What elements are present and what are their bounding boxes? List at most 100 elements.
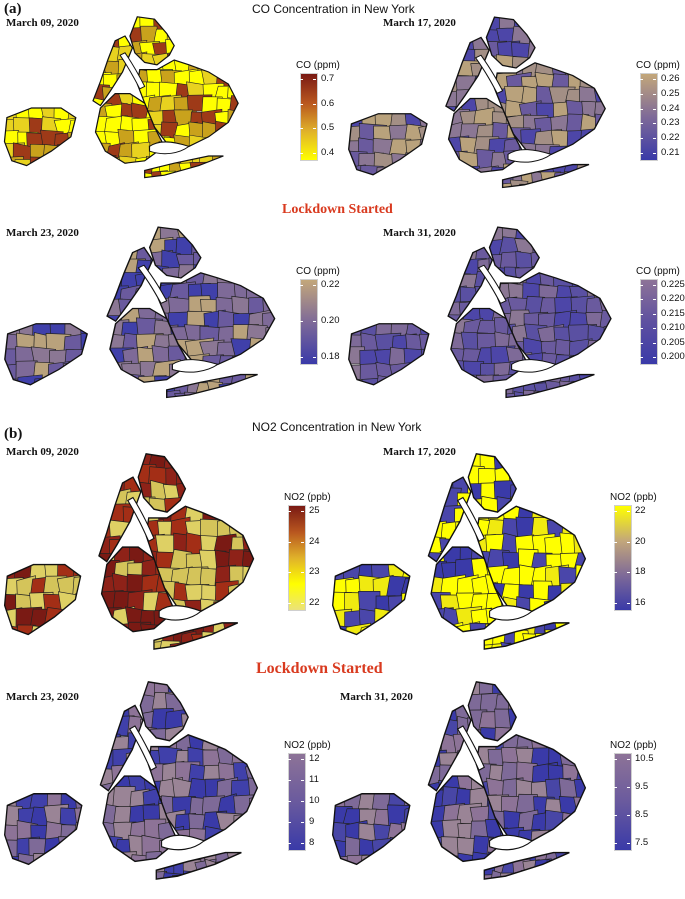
zip-area bbox=[560, 582, 586, 605]
water-body bbox=[126, 496, 155, 543]
legend-tick-label: 0.225 bbox=[661, 279, 685, 290]
zip-area bbox=[576, 580, 586, 606]
zip-area bbox=[103, 851, 127, 862]
zip-area bbox=[573, 830, 586, 841]
zip-area bbox=[193, 227, 201, 243]
zip-area bbox=[575, 745, 586, 775]
legend-tick-label: 0.210 bbox=[661, 322, 685, 334]
legend-tick-label: 0.20 bbox=[321, 315, 340, 326]
co-legend-march-17: CO (ppm) 0.26 0.25 0.24 0.23 0.22 0.21 bbox=[636, 60, 685, 161]
borough-outline bbox=[467, 681, 517, 742]
water-body bbox=[489, 605, 534, 621]
legend-tick-label: 0.220 bbox=[661, 293, 685, 305]
zip-area bbox=[527, 17, 535, 33]
no2-map-march-17 bbox=[330, 448, 596, 652]
zip-area bbox=[389, 836, 410, 863]
zip-area bbox=[387, 595, 410, 620]
zip-area bbox=[445, 37, 465, 55]
borough-rockaway bbox=[144, 156, 224, 178]
zip-area bbox=[233, 640, 238, 650]
legend-tick-label: 20 bbox=[635, 535, 646, 547]
legend-tick-mark bbox=[300, 79, 316, 80]
no2-map-1-date: March 09, 2020 bbox=[6, 446, 79, 458]
zip-area bbox=[47, 360, 74, 383]
zip-area bbox=[198, 156, 215, 169]
legend-tick-label: 0.22 bbox=[321, 279, 340, 290]
zip-area bbox=[592, 380, 595, 396]
legend-tick-label: 0.200 bbox=[661, 351, 685, 362]
zip-area bbox=[28, 625, 53, 635]
zip-area bbox=[540, 180, 563, 188]
legend-tick-label: 0.215 bbox=[661, 307, 685, 319]
zip-area bbox=[360, 854, 382, 865]
co-map-march-17 bbox=[346, 12, 616, 190]
zip-area bbox=[200, 598, 224, 612]
legend-tick-label: 12 bbox=[309, 753, 320, 764]
water-body bbox=[137, 264, 168, 305]
zip-area bbox=[43, 607, 71, 630]
zip-area bbox=[93, 36, 112, 55]
legend-tick-label: 9 bbox=[309, 816, 315, 827]
legend-tick-label: 25 bbox=[309, 505, 320, 516]
zip-area bbox=[563, 870, 570, 880]
legend-tick-mark bbox=[288, 780, 304, 781]
zip-area bbox=[225, 871, 242, 880]
legend-tick-mark bbox=[288, 759, 304, 760]
borough-outline bbox=[129, 16, 175, 66]
legend-tick-mark bbox=[288, 511, 304, 512]
water-body bbox=[474, 54, 504, 95]
legend-tick-mark bbox=[300, 357, 316, 358]
zip-area bbox=[591, 374, 595, 390]
zip-area bbox=[387, 608, 409, 633]
borough-outline bbox=[99, 704, 144, 792]
zip-area bbox=[431, 622, 449, 632]
water-body bbox=[507, 149, 553, 163]
water-body bbox=[149, 141, 191, 155]
zip-area bbox=[241, 596, 254, 612]
legend-tick-mark bbox=[640, 342, 656, 344]
legend-title: NO2 (ppb) bbox=[284, 740, 331, 751]
zip-area bbox=[578, 144, 606, 155]
zip-area bbox=[574, 600, 586, 612]
borough-outline bbox=[144, 155, 224, 179]
zip-area bbox=[178, 170, 196, 178]
legend-tick-mark bbox=[614, 787, 630, 788]
zip-area bbox=[233, 813, 254, 840]
zip-area bbox=[600, 352, 611, 365]
borough-outline bbox=[98, 476, 142, 563]
zip-area bbox=[561, 812, 584, 834]
zip-area bbox=[560, 597, 585, 612]
water-body bbox=[128, 725, 157, 771]
zip-area bbox=[594, 113, 606, 138]
zip-area bbox=[404, 375, 429, 385]
water-body bbox=[171, 359, 220, 373]
borough-map-svg bbox=[348, 226, 612, 399]
zip-area bbox=[419, 166, 427, 175]
zip-area bbox=[559, 826, 582, 841]
borough-outline bbox=[155, 851, 242, 880]
zip-area bbox=[265, 354, 275, 365]
zip-area bbox=[206, 870, 227, 880]
zip-area bbox=[575, 564, 586, 586]
zip-area bbox=[403, 609, 410, 635]
legend-tick-mark bbox=[288, 541, 304, 543]
legend-color-bar bbox=[300, 279, 318, 365]
zip-area bbox=[467, 477, 471, 497]
zip-area bbox=[64, 374, 88, 385]
zip-area bbox=[423, 377, 429, 385]
water-body bbox=[489, 834, 534, 851]
zip-area bbox=[420, 348, 429, 370]
co-legend-march-31: CO (ppm) 0.225 0.220 0.215 0.210 0.205 0.200 bbox=[636, 266, 685, 365]
legend-tick-mark bbox=[640, 123, 656, 125]
zip-area bbox=[227, 84, 239, 101]
zip-area bbox=[513, 872, 531, 880]
zip-area bbox=[73, 593, 81, 617]
water-body bbox=[158, 605, 203, 621]
zip-area bbox=[557, 389, 580, 398]
zip-area bbox=[59, 855, 82, 865]
co-map-3-date: March 23, 2020 bbox=[6, 227, 79, 239]
borough-outline bbox=[485, 16, 536, 69]
legend-tick-mark bbox=[300, 321, 316, 322]
zip-area bbox=[512, 642, 529, 650]
zip-area bbox=[248, 351, 275, 365]
